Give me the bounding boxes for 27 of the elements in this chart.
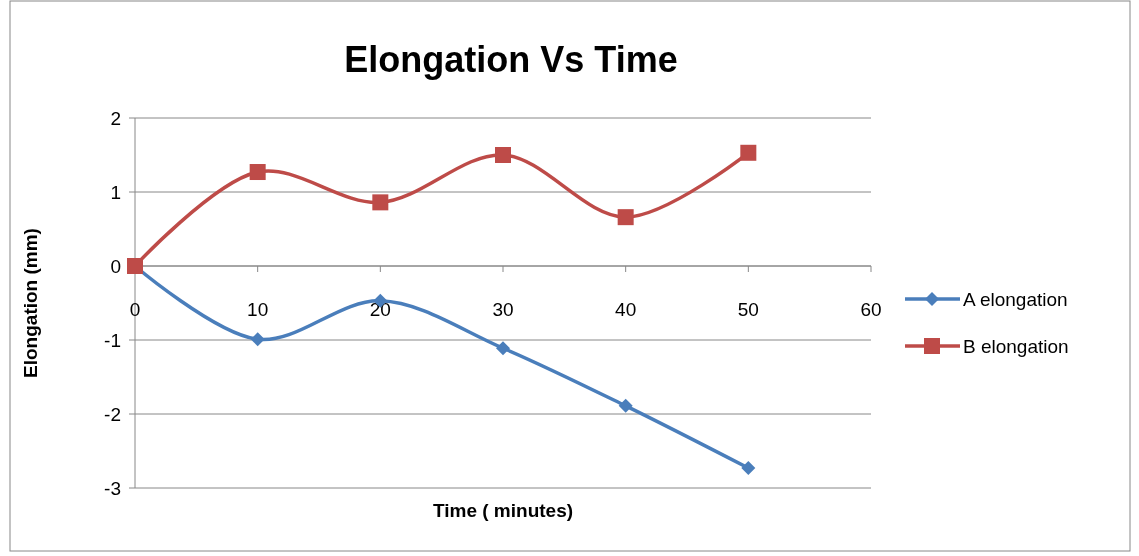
x-axis-title: Time ( minutes): [432, 500, 574, 521]
x-tick-label: 0: [129, 299, 141, 320]
point: [496, 341, 510, 356]
x-tick-label: 40: [615, 299, 637, 320]
y-tick-label: -3: [104, 477, 121, 499]
point: [495, 147, 511, 163]
point: [249, 164, 266, 181]
y-tick-label: -2: [104, 403, 121, 425]
y-tick-label: 2: [110, 107, 121, 129]
legend-label: B elongation: [963, 335, 1069, 357]
y-axis-title: Elongation (mm): [20, 228, 41, 378]
point: [618, 398, 633, 413]
legend-label: A elongation: [963, 288, 1068, 310]
x-tick-label: 20: [369, 299, 391, 320]
x-tick-label: 50: [737, 299, 759, 320]
y-tick-label: 1: [110, 181, 121, 203]
x-tick-label: 10: [247, 299, 269, 320]
point: [741, 461, 756, 476]
point: [250, 332, 265, 347]
y-tick-label: -1: [104, 329, 121, 351]
point: [740, 144, 757, 161]
x-tick-label: 30: [492, 299, 514, 320]
chart-title: Elongation Vs Time: [344, 39, 678, 80]
x-tick-label: 60: [860, 299, 882, 320]
point: [617, 209, 634, 226]
point: [372, 194, 389, 211]
y-tick-label: 0: [110, 255, 121, 277]
